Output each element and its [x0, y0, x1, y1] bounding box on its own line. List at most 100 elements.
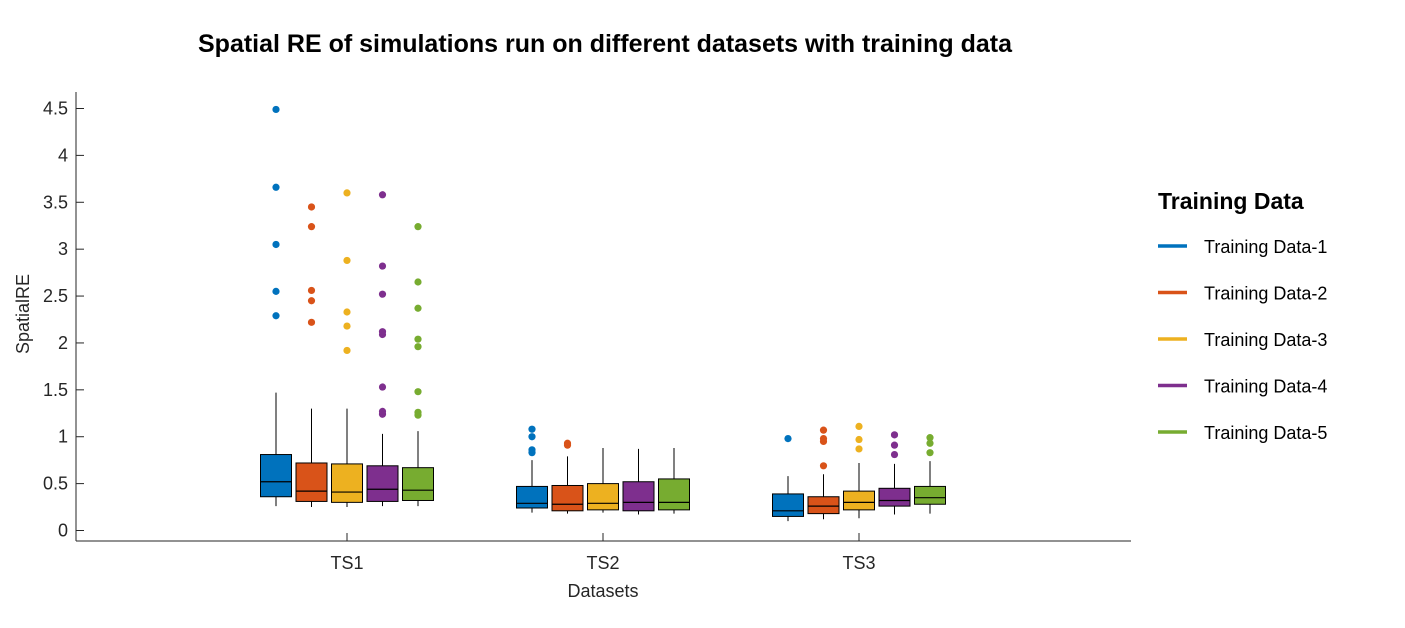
box-ts2-2: [551, 439, 584, 514]
outlier-point: [378, 290, 387, 298]
outlier-point: [272, 312, 280, 320]
legend-label: Training Data-2: [1204, 284, 1327, 304]
outlier-point: [414, 278, 422, 286]
legend-label: Training Data-5: [1204, 423, 1327, 443]
outlier-point: [528, 446, 536, 454]
legend: Training Data Training Data-1 Training Da…: [1158, 188, 1327, 443]
outlier-point: [890, 450, 899, 459]
outlier-point: [414, 388, 422, 396]
outlier-point: [926, 439, 934, 447]
iqr-box: [843, 490, 875, 511]
y-tick-label: 2: [58, 333, 68, 353]
box-ts3-2: [807, 426, 840, 520]
y-tick-label: 2.5: [43, 286, 68, 306]
box-ts2-1: [516, 425, 548, 513]
outlier-point: [926, 434, 934, 442]
legend-label: Training Data-3: [1204, 330, 1327, 350]
box-ts3-5: [914, 434, 946, 514]
iqr-box: [516, 485, 548, 509]
outlier-point: [272, 287, 280, 295]
outlier-point: [414, 223, 422, 231]
iqr-box: [772, 493, 804, 517]
y-tick-label: 3: [58, 239, 68, 259]
legend-label: Training Data-1: [1204, 237, 1327, 257]
outlier-point: [343, 256, 351, 265]
iqr-box: [914, 485, 946, 505]
box-ts2-4: [622, 448, 655, 515]
outlier-point: [378, 328, 387, 336]
outlier-point: [563, 439, 572, 447]
legend-title: Training Data: [1158, 188, 1304, 214]
outlier-point: [343, 189, 351, 197]
box-ts3-1: [772, 434, 804, 522]
outlier-point: [414, 335, 422, 343]
iqr-box: [331, 463, 363, 503]
iqr-box: [260, 454, 292, 498]
box-ts1-4: [366, 191, 399, 507]
y-tick-label: 4.5: [43, 99, 68, 119]
outlier-point: [272, 105, 280, 114]
outlier-point: [307, 203, 316, 211]
box-ts1-5: [402, 223, 434, 507]
iqr-box: [807, 496, 840, 515]
chart-title: Spatial RE of simulations run on differe…: [198, 30, 1012, 58]
outlier-point: [272, 183, 280, 191]
outlier-point: [414, 343, 422, 351]
x-axis-label: Datasets: [567, 581, 638, 601]
y-tick-label: 0: [58, 521, 68, 541]
y-tick-label: 3.5: [43, 192, 68, 212]
iqr-box: [878, 487, 911, 507]
iqr-box: [622, 481, 655, 512]
outlier-point: [819, 434, 828, 443]
outlier-point: [926, 449, 934, 457]
x-axis: TS1 TS2 TS3: [330, 533, 876, 573]
iqr-box: [366, 465, 399, 502]
box-ts1-3: [331, 189, 363, 508]
outlier-point: [784, 434, 792, 443]
outlier-point: [855, 445, 863, 453]
boxes-layer: [260, 105, 946, 522]
outlier-point: [343, 346, 351, 355]
outlier-point: [528, 433, 536, 441]
outlier-point: [307, 297, 316, 305]
y-tick-label: 0.5: [43, 474, 68, 494]
outlier-point: [819, 426, 828, 434]
y-axis: 0 0.5 1 1.5 2 2.5 3 3.5 4 4.5: [43, 99, 84, 541]
box-ts3-3: [843, 422, 875, 519]
box-ts2-3: [587, 447, 619, 513]
x-tick-label: TS1: [330, 553, 363, 573]
x-tick-label: TS2: [586, 553, 619, 573]
outlier-point: [343, 308, 351, 316]
iqr-box: [658, 478, 690, 511]
outlier-point: [414, 408, 422, 416]
iqr-box: [551, 484, 584, 512]
box-ts1-1: [260, 105, 292, 507]
box-ts3-4: [878, 431, 911, 515]
outlier-point: [378, 191, 387, 199]
outlier-point: [307, 223, 316, 231]
outlier-point: [378, 383, 387, 391]
y-tick-label: 1.5: [43, 380, 68, 400]
legend-label: Training Data-4: [1204, 377, 1327, 397]
outlier-point: [272, 240, 280, 249]
outlier-point: [819, 462, 828, 470]
iqr-box: [587, 483, 619, 511]
y-tick-label: 1: [58, 427, 68, 447]
outlier-point: [378, 407, 387, 416]
outlier-point: [378, 262, 387, 270]
y-tick-label: 4: [58, 145, 68, 165]
outlier-point: [890, 441, 899, 449]
outlier-point: [307, 286, 316, 295]
outlier-point: [528, 425, 536, 433]
y-axis-label: SpatialRE: [13, 274, 33, 354]
outlier-point: [343, 322, 351, 330]
outlier-point: [855, 422, 863, 431]
outlier-point: [890, 431, 899, 439]
outlier-point: [414, 304, 422, 312]
iqr-box: [295, 462, 328, 502]
box-ts1-2: [295, 203, 328, 508]
outlier-point: [855, 435, 863, 444]
outlier-point: [307, 318, 316, 326]
iqr-box: [402, 467, 434, 501]
